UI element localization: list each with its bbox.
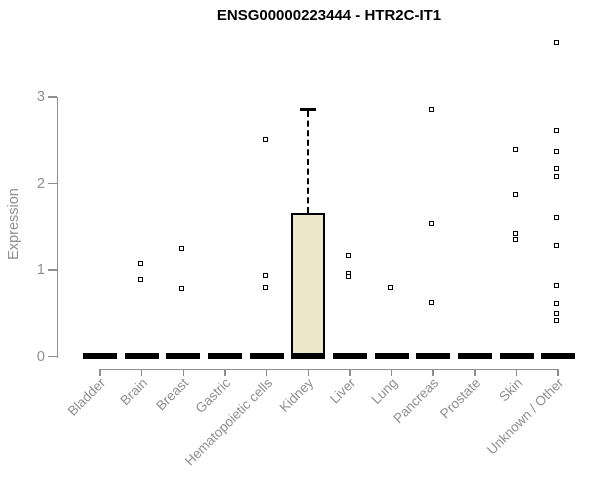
y-tick (48, 269, 57, 271)
x-category-label: Gastric (192, 375, 234, 417)
x-tick (140, 368, 143, 376)
x-tick (265, 368, 268, 376)
outlier-point (262, 137, 268, 143)
median-bar (166, 352, 201, 359)
x-category-label: Lung (367, 375, 400, 408)
x-tick (349, 368, 351, 376)
outlier-point (554, 300, 560, 306)
outlier-point (512, 236, 518, 242)
y-axis-line (56, 97, 58, 359)
x-category-label: Liver (326, 375, 359, 407)
outlier-point (554, 310, 560, 316)
y-tick (48, 355, 57, 358)
outlier-point (554, 174, 560, 180)
x-tick (557, 368, 559, 376)
x-tick (390, 368, 393, 376)
median-bar (83, 352, 117, 359)
y-axis-label: Expression (6, 188, 22, 260)
whisker-line (307, 111, 310, 214)
outlier-point (429, 220, 435, 226)
x-category-label: Kidney (276, 375, 317, 415)
outlier-point (179, 246, 185, 252)
median-bar (124, 352, 159, 359)
outlier-point (554, 283, 560, 289)
outlier-point (512, 146, 518, 152)
x-tick (307, 368, 309, 376)
x-tick (182, 368, 185, 376)
x-tick (224, 368, 226, 376)
x-category-label: Brain (117, 375, 150, 409)
x-category-label: Skin (495, 375, 525, 405)
outlier-point (179, 285, 185, 291)
median-bar (541, 352, 576, 359)
median-bar (499, 352, 534, 359)
outlier-point (262, 285, 268, 290)
y-tick-label: 3 (36, 89, 45, 106)
x-category-label: Unknown / Other (484, 375, 567, 458)
chart-title: ENSG00000223444 - HTR2C-IT1 (216, 7, 442, 24)
x-category-label: Prostate (436, 375, 484, 422)
outlier-point (137, 277, 143, 283)
outlier-point (387, 285, 393, 290)
outlier-point (429, 106, 435, 112)
x-tick (432, 368, 434, 376)
median-bar (207, 352, 242, 359)
outlier-point (512, 230, 518, 236)
y-tick-label: 2 (36, 175, 45, 192)
outlier-point (554, 166, 560, 172)
outlier-point (554, 214, 560, 220)
y-tick (48, 182, 57, 185)
x-category-label: Bladder (64, 375, 109, 419)
outlier-point (262, 272, 268, 278)
x-category-label: Breast (153, 375, 192, 414)
outlier-point (429, 299, 435, 305)
x-axis-line (99, 368, 559, 370)
outlier-point (345, 273, 351, 279)
x-tick (474, 368, 476, 376)
box (291, 213, 326, 359)
median-bar (291, 352, 326, 359)
y-tick (48, 96, 57, 98)
outlier-point (554, 127, 560, 133)
outlier-point (137, 260, 143, 266)
outlier-point (554, 149, 560, 155)
outlier-point (345, 252, 351, 258)
outlier-point (554, 242, 560, 248)
y-tick-label: 0 (36, 348, 45, 365)
median-bar (416, 352, 451, 359)
y-tick-label: 1 (36, 262, 45, 279)
whisker-cap (300, 108, 317, 111)
outlier-point (554, 40, 560, 46)
outlier-point (554, 317, 560, 323)
outlier-point (512, 192, 518, 198)
x-tick (515, 368, 518, 376)
median-bar (457, 352, 492, 359)
median-bar (374, 352, 409, 359)
x-tick (99, 368, 101, 376)
median-bar (249, 352, 284, 359)
median-bar (332, 352, 367, 359)
